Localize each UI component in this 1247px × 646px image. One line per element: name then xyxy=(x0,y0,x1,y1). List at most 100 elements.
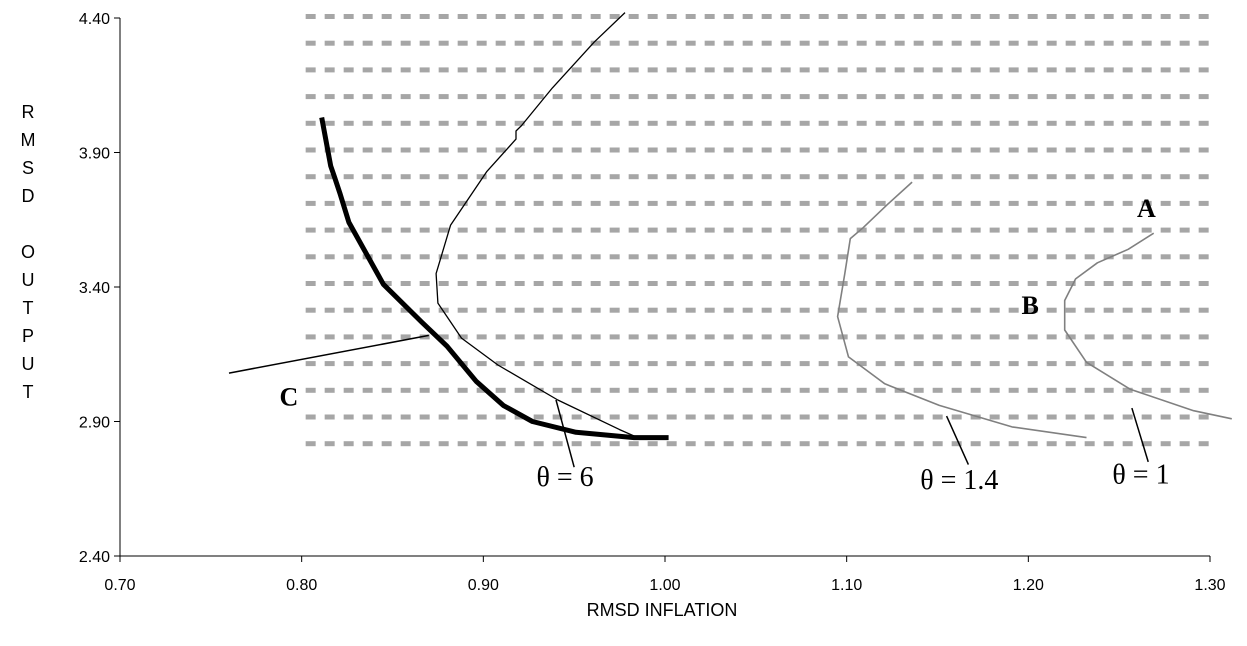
shade-dash xyxy=(875,254,886,260)
shade-dash xyxy=(476,40,487,46)
shade-dash xyxy=(894,227,905,233)
shade-dash xyxy=(1160,387,1171,393)
shade-dash xyxy=(1046,94,1057,100)
shade-dash xyxy=(856,307,867,313)
shade-dash xyxy=(1027,334,1038,340)
shade-dash xyxy=(419,120,430,126)
shade-dash xyxy=(894,67,905,73)
shade-dash xyxy=(1084,40,1095,46)
shade-dash xyxy=(685,441,696,447)
shade-dash xyxy=(1027,94,1038,100)
shade-dash xyxy=(533,40,544,46)
shade-dash xyxy=(552,40,563,46)
shade-dash xyxy=(1141,14,1152,19)
shade-dash xyxy=(666,94,677,100)
shade-dash xyxy=(324,227,335,233)
shade-dash xyxy=(362,120,373,126)
shade-dash xyxy=(723,361,734,367)
shade-dash xyxy=(343,361,354,367)
shade-dash xyxy=(780,67,791,73)
shade-dash xyxy=(1046,361,1057,367)
shade-dash xyxy=(495,281,506,286)
shade-dash xyxy=(951,414,962,420)
shade-dash xyxy=(1008,361,1019,367)
leader-line xyxy=(555,399,575,468)
shade-dash xyxy=(875,441,886,447)
shade-dash xyxy=(647,387,658,393)
shade-dash xyxy=(628,281,639,286)
shade-dash xyxy=(438,147,449,153)
shade-dash xyxy=(609,14,620,19)
shade-dash xyxy=(894,147,905,153)
shade-dash xyxy=(1027,14,1038,19)
shade-dash xyxy=(799,200,810,206)
shade-dash xyxy=(894,281,905,286)
shade-dash xyxy=(970,174,981,180)
shade-dash xyxy=(571,40,582,46)
shade-dash xyxy=(951,40,962,46)
shade-dash xyxy=(799,174,810,180)
shade-dash xyxy=(495,414,506,420)
series-line-0 xyxy=(319,117,669,441)
shade-dash xyxy=(305,414,316,420)
shade-dash xyxy=(951,334,962,340)
shade-dash xyxy=(875,227,886,233)
shade-dash xyxy=(894,441,905,447)
shade-dash xyxy=(1122,14,1133,19)
shade-dash xyxy=(666,147,677,153)
shade-dash xyxy=(1084,334,1095,340)
shade-dash xyxy=(552,307,563,313)
shade-dash xyxy=(932,174,943,180)
shade-dash xyxy=(837,414,848,420)
shade-dash xyxy=(1027,361,1038,367)
shade-dash xyxy=(343,414,354,420)
shade-dash xyxy=(362,174,373,180)
y-tick-label: 3.40 xyxy=(79,280,110,297)
shade-dash xyxy=(913,254,924,260)
shade-dash xyxy=(666,14,677,19)
shade-dash xyxy=(628,227,639,233)
shade-dash xyxy=(1027,40,1038,46)
shade-dash xyxy=(533,14,544,19)
shade-dash xyxy=(799,227,810,233)
shade-dash xyxy=(1046,67,1057,73)
shade-dash xyxy=(1008,67,1019,73)
shade-dash xyxy=(780,94,791,100)
shade-dash xyxy=(495,147,506,153)
shade-dash xyxy=(590,387,601,393)
shade-dash xyxy=(1141,281,1152,286)
shade-dash xyxy=(742,200,753,206)
shade-dash xyxy=(438,227,449,233)
shade-dash xyxy=(628,361,639,367)
series-line-2 xyxy=(836,181,1087,439)
shade-dash xyxy=(704,414,715,420)
shade-dash xyxy=(799,94,810,100)
shade-dash xyxy=(951,441,962,447)
shade-dash xyxy=(1027,200,1038,206)
shade-dash xyxy=(609,281,620,286)
leader-line xyxy=(945,415,970,465)
shade-dash xyxy=(1008,14,1019,19)
shade-dash xyxy=(1160,441,1171,447)
shade-dash xyxy=(1065,414,1076,420)
shade-dash xyxy=(685,334,696,340)
shade-dash xyxy=(381,67,392,73)
shade-dash xyxy=(438,67,449,73)
shade-dash xyxy=(438,414,449,420)
shade-dash xyxy=(1160,120,1171,126)
shade-dash xyxy=(362,307,373,313)
shade-dash xyxy=(343,307,354,313)
shade-dash xyxy=(647,67,658,73)
shade-dash xyxy=(1141,334,1152,340)
shade-dash xyxy=(1084,387,1095,393)
shade-dash xyxy=(609,94,620,100)
shade-dash xyxy=(761,441,772,447)
shade-dash xyxy=(1122,147,1133,153)
shade-dash xyxy=(647,14,658,19)
shade-dash xyxy=(476,281,487,286)
shade-dash xyxy=(1122,281,1133,286)
shade-dash xyxy=(1065,334,1076,340)
shade-dash xyxy=(457,441,468,447)
shade-dash xyxy=(381,307,392,313)
shade-dash xyxy=(476,414,487,420)
